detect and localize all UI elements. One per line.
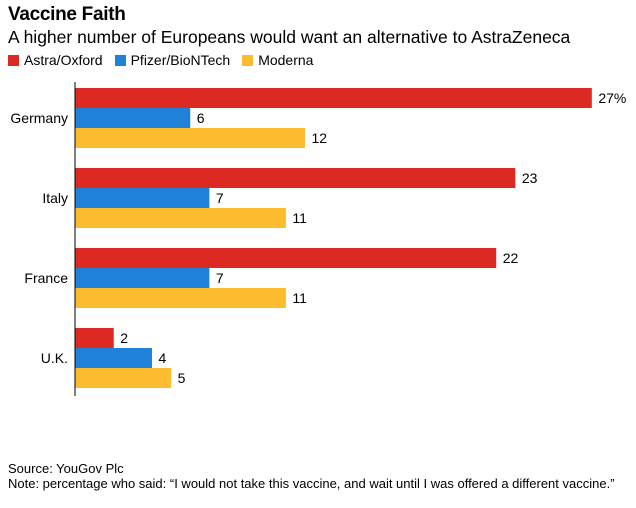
bar xyxy=(75,108,191,128)
bar xyxy=(75,288,286,308)
bar xyxy=(75,128,305,148)
legend-label-moderna: Moderna xyxy=(258,52,314,68)
category-label: U.K. xyxy=(41,350,68,366)
data-label: 7 xyxy=(216,190,224,206)
legend-label-pfizer: Pfizer/BioNTech xyxy=(130,52,231,68)
legend: Astra/Oxford Pfizer/BioNTech Moderna xyxy=(8,52,325,68)
legend-item-pfizer: Pfizer/BioNTech xyxy=(114,52,231,68)
legend-swatch-pfizer xyxy=(114,54,126,66)
legend-item-astra: Astra/Oxford xyxy=(8,52,103,68)
category-label: Germany xyxy=(10,110,68,126)
chart-subtitle: A higher number of Europeans would want … xyxy=(8,27,571,47)
data-label: 4 xyxy=(158,350,166,366)
legend-swatch-moderna xyxy=(242,54,254,66)
data-label: 7 xyxy=(216,270,224,286)
data-label: 23 xyxy=(522,170,538,186)
bar xyxy=(75,188,210,208)
legend-item-moderna: Moderna xyxy=(242,52,313,68)
source-note: Source: YouGov Plc xyxy=(8,461,124,476)
chart-title: Vaccine Faith xyxy=(8,4,126,25)
data-label: 27% xyxy=(598,90,626,106)
data-label: 2 xyxy=(120,330,128,346)
bar-chart: Germany 27% 6 12 Italy 23 7 11 France 22 7 11 U.K. 2 4… xyxy=(10,82,626,396)
data-label: 11 xyxy=(292,210,307,226)
bar xyxy=(75,348,152,368)
bar xyxy=(75,88,592,108)
legend-label-astra: Astra/Oxford xyxy=(24,52,103,68)
data-label: 22 xyxy=(503,250,519,266)
category-label: France xyxy=(24,270,68,286)
bar xyxy=(75,368,172,388)
data-label: 6 xyxy=(197,110,205,126)
legend-swatch-astra xyxy=(8,54,19,66)
bar xyxy=(75,248,497,268)
footnote: Note: percentage who said: “I would not … xyxy=(8,476,615,491)
chart-footer: Source: YouGov Plc Note: percentage who … xyxy=(8,461,628,491)
category-label: Italy xyxy=(42,190,68,206)
data-label: 11 xyxy=(292,290,307,306)
data-label: 12 xyxy=(311,130,327,146)
bar xyxy=(75,328,114,348)
bar xyxy=(75,208,286,228)
bar xyxy=(75,268,210,288)
data-label: 5 xyxy=(178,370,186,386)
bar xyxy=(75,168,516,188)
